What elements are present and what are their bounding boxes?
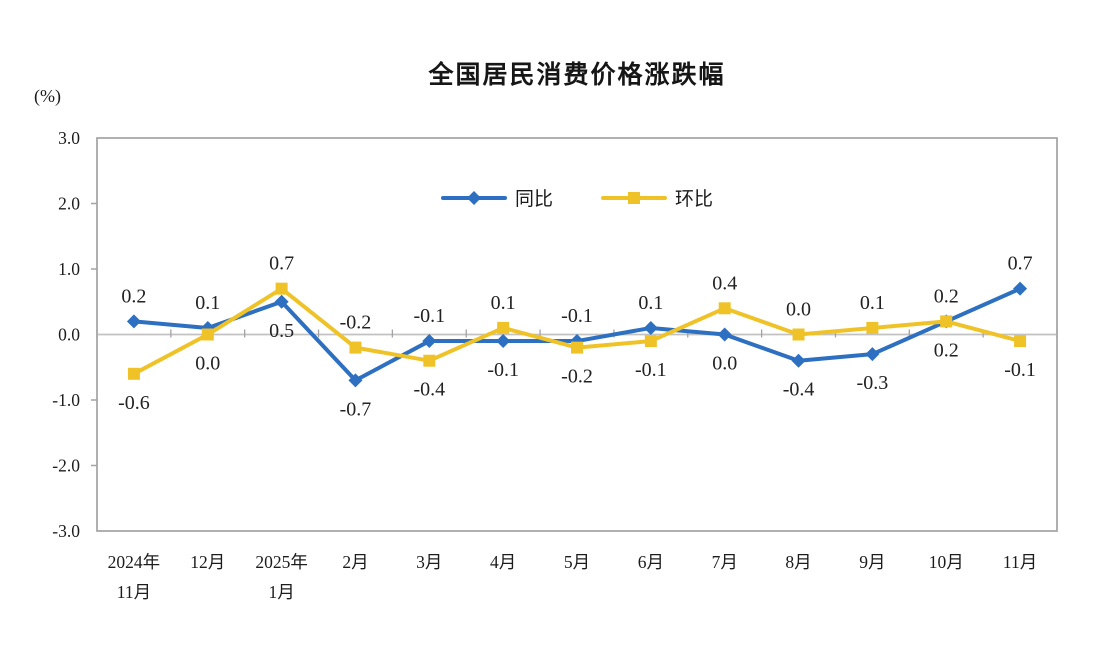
data-point-marker	[791, 353, 806, 368]
data-point-marker	[423, 354, 436, 367]
data-label: 0.1	[638, 292, 663, 314]
data-label: 0.1	[860, 292, 885, 314]
x-tick-label: 1月	[268, 582, 294, 602]
data-point-marker	[865, 347, 880, 362]
data-label: 0.2	[934, 339, 959, 361]
data-label: -0.3	[857, 372, 889, 394]
data-label: -0.1	[635, 359, 667, 381]
data-label: -0.1	[487, 359, 519, 381]
data-label: 0.0	[195, 353, 220, 375]
chart-title: 全国居民消费价格涨跌幅	[428, 61, 726, 89]
y-tick-label: 2.0	[58, 194, 80, 214]
data-point-marker	[422, 334, 437, 349]
x-tick-label: 7月	[712, 552, 738, 572]
legend-marker	[628, 191, 640, 204]
data-point-marker	[201, 328, 214, 341]
data-point-marker	[717, 327, 732, 342]
x-tick-label: 8月	[785, 552, 811, 572]
x-tick-label: 12月	[190, 552, 225, 572]
x-tick-label: 11月	[1003, 552, 1037, 572]
data-label: 0.0	[712, 353, 737, 375]
data-point-marker	[792, 328, 805, 341]
x-tick-label: 4月	[490, 552, 516, 572]
data-label: -0.2	[340, 312, 372, 334]
data-point-marker	[940, 315, 953, 328]
data-label: -0.4	[783, 379, 815, 401]
y-tick-label: 0.0	[58, 325, 80, 345]
data-point-marker	[275, 282, 288, 295]
x-tick-label: 6月	[638, 552, 664, 572]
data-point-marker	[126, 314, 141, 329]
x-tick-label: 2月	[342, 552, 368, 572]
x-tick-label: 2025年	[255, 552, 308, 572]
data-label: 0.2	[934, 285, 959, 307]
data-point-marker	[496, 334, 511, 349]
data-point-marker	[497, 321, 510, 334]
y-tick-label: -3.0	[52, 521, 80, 541]
data-label: 0.4	[712, 272, 737, 294]
legend-item-yoy: 同比	[440, 184, 553, 211]
data-label: -0.4	[413, 379, 445, 401]
legend-label-yoy: 同比	[514, 189, 553, 210]
x-tick-label: 5月	[564, 552, 590, 572]
x-tick-label: 11月	[117, 582, 151, 602]
line-square-swatch-icon	[601, 191, 667, 204]
data-point-marker	[1013, 281, 1028, 296]
series-line	[131, 286, 1023, 376]
legend: 同比 环比	[97, 184, 1057, 211]
data-point-marker	[644, 335, 657, 348]
x-tick-label: 3月	[416, 552, 442, 572]
series-环比	[127, 282, 1027, 380]
data-point-marker	[349, 341, 362, 354]
data-point-marker	[866, 321, 879, 334]
data-label: 0.1	[195, 292, 220, 314]
data-label: 0.1	[491, 292, 516, 314]
data-label: -0.7	[340, 398, 372, 420]
data-point-marker	[571, 341, 583, 354]
x-tick-label: 9月	[859, 552, 885, 572]
data-label: 0.7	[1008, 253, 1033, 275]
data-label: 0.0	[786, 299, 811, 321]
data-point-marker	[274, 294, 289, 309]
data-point-marker	[348, 373, 363, 388]
data-point-marker	[643, 320, 658, 335]
y-tick-label: 1.0	[58, 259, 80, 279]
data-label: 0.7	[269, 253, 294, 275]
legend-label-mom: 环比	[675, 189, 714, 210]
data-label: -0.6	[118, 392, 150, 414]
data-point-marker	[1014, 335, 1027, 348]
series-同比	[126, 281, 1028, 388]
x-tick-label: 10月	[929, 552, 964, 572]
y-axis-unit-label: (%)	[34, 86, 61, 106]
data-label: -0.1	[1004, 359, 1036, 381]
data-label: -0.2	[561, 366, 593, 388]
data-label: -0.1	[561, 305, 593, 327]
line-diamond-swatch-icon	[440, 190, 507, 205]
y-tick-label: -2.0	[52, 456, 80, 476]
data-point-marker	[127, 367, 140, 380]
y-tick-label: 3.0	[58, 128, 80, 148]
data-label: -0.1	[413, 305, 445, 327]
y-tick-label: -1.0	[52, 390, 80, 410]
data-point-marker	[718, 302, 731, 315]
x-tick-label: 2024年	[108, 552, 161, 572]
data-labels: 0.2 -0.6 0.1 0.0 0.5 0.7 -0.7 -0.2 -0.1 -0.4 -0.1 0…	[118, 253, 1036, 421]
data-label: 0.2	[121, 285, 146, 307]
legend-marker	[466, 190, 481, 205]
data-label: 0.5	[269, 320, 294, 342]
legend-item-mom: 环比	[601, 184, 713, 211]
